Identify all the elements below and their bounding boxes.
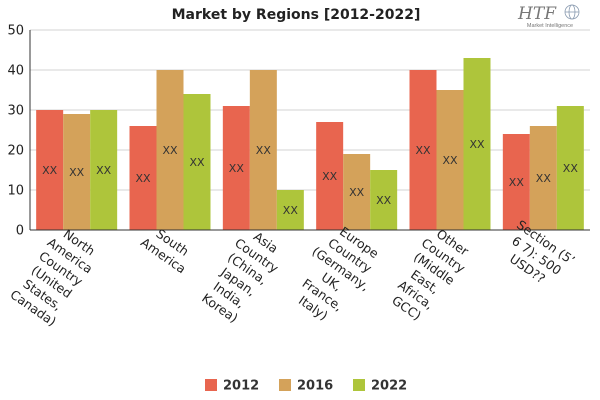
chart-title: Market by Regions [2012-2022] [172, 7, 421, 23]
legend-swatch-2012 [205, 379, 217, 391]
data-label: XX [256, 144, 272, 157]
bar-2012 [502, 134, 530, 230]
bar-2012 [409, 70, 437, 230]
bar-2016 [436, 90, 464, 230]
bar-2012 [222, 106, 250, 230]
logo-subtext: Market Intelligence [527, 23, 573, 29]
data-label: XX [42, 164, 58, 177]
bar-2022 [183, 94, 211, 230]
legend-label: 2022 [371, 379, 407, 394]
y-axis-ticks: 0 10 20 30 40 50 [7, 24, 24, 239]
legend-label: 2012 [223, 379, 259, 394]
bar-2022 [370, 170, 398, 230]
bar-2016 [343, 154, 371, 230]
y-tick-label: 10 [7, 184, 24, 199]
data-label: XX [162, 144, 178, 157]
legend-swatch-2022 [353, 379, 365, 391]
data-label: XX [349, 186, 365, 199]
bar-2016 [249, 70, 277, 230]
data-label: XX [442, 154, 458, 167]
bar-2016 [529, 126, 557, 230]
data-label: XX [536, 172, 552, 185]
data-label: XX [69, 166, 85, 179]
legend-label: 2016 [297, 379, 333, 394]
y-tick-label: 20 [7, 144, 24, 159]
data-label: XX [135, 172, 151, 185]
data-label: XX [469, 138, 485, 151]
data-label: XX [322, 170, 338, 183]
bar-2022 [90, 110, 118, 230]
bar-2022 [276, 190, 304, 230]
bar-2012 [129, 126, 157, 230]
data-label: XX [415, 144, 431, 157]
bars: XX XX XX XX XX XX XX XX XX XX XX XX XX XX XX XX XX XX [36, 58, 584, 230]
data-label: XX [96, 164, 112, 177]
bar-2012 [316, 122, 344, 230]
x-axis-labels: NorthAmericaCountry(UnitedStates,Canada)… [8, 217, 578, 329]
data-label: XX [283, 204, 299, 217]
bar-2022 [463, 58, 491, 230]
bar-2022 [556, 106, 584, 230]
legend-swatch-2016 [279, 379, 291, 391]
y-tick-label: 50 [7, 24, 24, 39]
y-tick-label: 40 [7, 64, 24, 79]
y-tick-label: 30 [7, 104, 24, 119]
bar-2012 [36, 110, 64, 230]
y-tick-label: 0 [16, 224, 24, 239]
logo-text: HTF [517, 4, 557, 24]
legend: 2012 2016 2022 [205, 379, 407, 394]
bar-2016 [156, 70, 184, 230]
axes [29, 30, 590, 231]
htf-logo: HTF Market Intelligence [517, 4, 580, 29]
bar-2016 [63, 114, 91, 230]
data-label: XX [509, 176, 525, 189]
data-label: XX [189, 156, 205, 169]
data-label: XX [229, 162, 245, 175]
data-label: XX [563, 162, 579, 175]
data-label: XX [376, 194, 392, 207]
